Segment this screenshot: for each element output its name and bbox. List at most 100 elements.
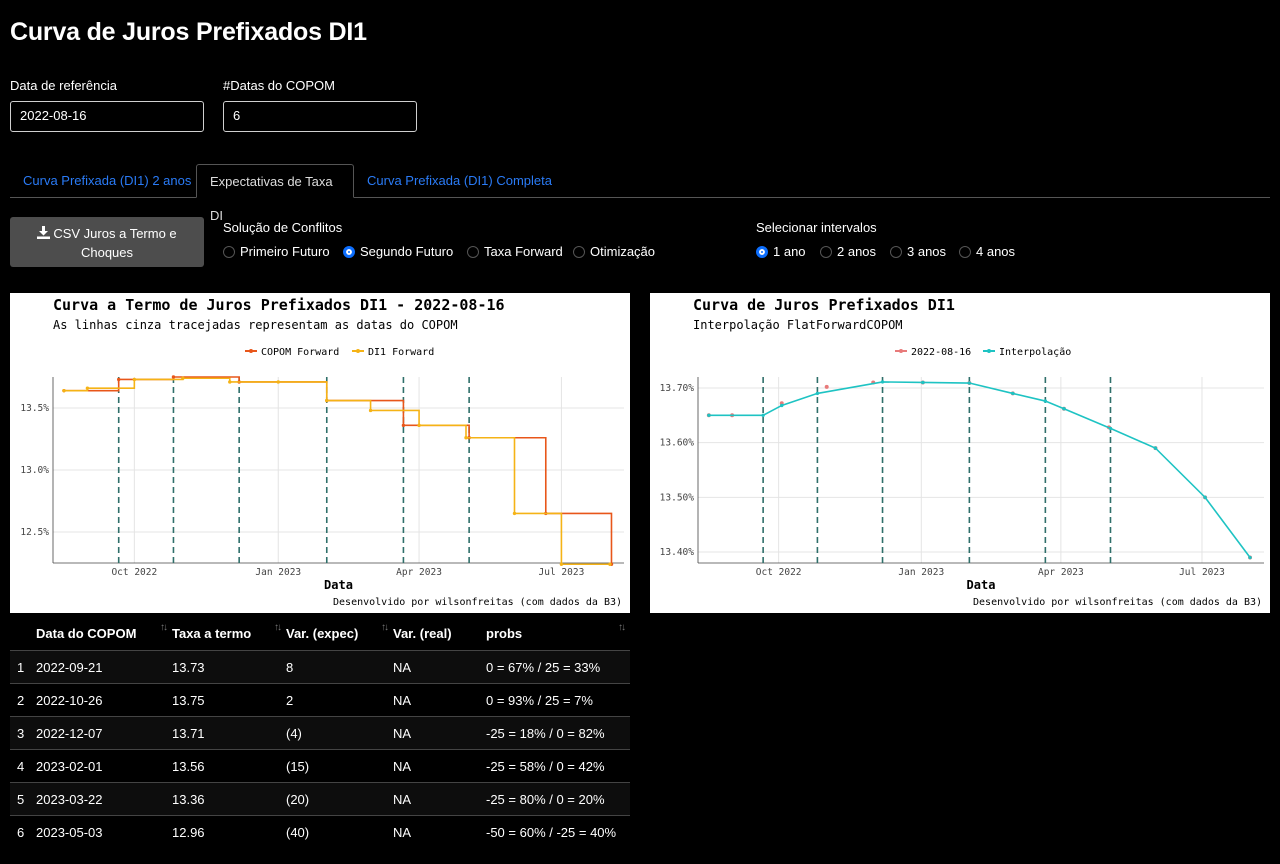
data-point bbox=[1011, 391, 1015, 396]
data-point bbox=[401, 423, 406, 428]
x-axis-label: Data bbox=[967, 578, 996, 592]
table-header-data-copom[interactable]: Data do COPOM ↑↓ bbox=[36, 622, 168, 641]
legend-label: DI1 Forward bbox=[368, 347, 434, 358]
download-csv-label: CSV Juros a Termo e Choques bbox=[53, 226, 177, 260]
data-point bbox=[608, 562, 612, 566]
radio-3-anos[interactable]: 3 anos bbox=[890, 244, 946, 260]
y-tick-label: 13.0% bbox=[20, 465, 49, 476]
table-row: 1 2022-09-21 13.73 8 NA 0 = 67% / 25 = 33% bbox=[10, 650, 630, 684]
tab-expectativas-taxa-di[interactable]: Expectativas de Taxa DI bbox=[196, 164, 354, 223]
data-point bbox=[761, 413, 765, 417]
table-cell: 13.56 bbox=[172, 749, 286, 783]
table-cell: (40) bbox=[286, 815, 393, 848]
copom-dates-label: #Datas do COPOM bbox=[223, 78, 335, 93]
conflicts-label: Solução de Conflitos bbox=[223, 220, 343, 235]
series-line bbox=[708, 381, 1251, 559]
table-cell: (15) bbox=[286, 749, 393, 783]
y-tick-label: 12.5% bbox=[20, 527, 49, 538]
table-header-var-real[interactable]: Var. (real) bbox=[393, 626, 452, 641]
data-point bbox=[780, 403, 784, 408]
y-tick-label: 13.50% bbox=[660, 492, 695, 503]
data-point bbox=[1043, 399, 1048, 403]
intervals-label: Selecionar intervalos bbox=[756, 220, 877, 235]
radio-4-anos[interactable]: 4 anos bbox=[959, 244, 1015, 260]
table-cell: NA bbox=[393, 749, 486, 783]
tab-curva-prefixada-completa[interactable]: Curva Prefixada (DI1) Completa bbox=[367, 173, 552, 188]
x-tick-label: Jul 2023 bbox=[1179, 567, 1225, 578]
table-cell: 6 bbox=[10, 815, 36, 848]
forward-curve-chart: Curva a Termo de Juros Prefixados DI1 - … bbox=[10, 293, 630, 613]
interpolation-svg: Curva de Juros Prefixados DI1 Interpolaçã… bbox=[660, 296, 1264, 608]
table-cell: (20) bbox=[286, 782, 393, 816]
x-tick-label: Jan 2023 bbox=[255, 567, 301, 578]
table-cell: (4) bbox=[286, 716, 393, 750]
legend-key-point bbox=[987, 349, 991, 353]
table-cell: NA bbox=[393, 782, 486, 816]
table-cell: NA bbox=[393, 716, 486, 750]
data-point bbox=[85, 386, 90, 390]
table-header-var-expec[interactable]: Var. (expec) ↑↓ bbox=[286, 622, 389, 641]
data-point bbox=[967, 381, 972, 385]
data-point bbox=[62, 388, 66, 393]
table-cell: 13.73 bbox=[172, 650, 286, 684]
data-point bbox=[707, 413, 711, 417]
tab-curva-prefixada-2-anos[interactable]: Curva Prefixada (DI1) 2 anos bbox=[23, 173, 192, 188]
copom-dates-input[interactable]: 6 bbox=[223, 101, 417, 132]
ref-date-input[interactable]: 2022-08-16 bbox=[10, 101, 204, 132]
radio-otimizacao[interactable]: Otimização bbox=[573, 244, 655, 260]
table-cell: 13.36 bbox=[172, 782, 286, 816]
data-point bbox=[1203, 495, 1207, 500]
table-row: 4 2023-02-01 13.56 (15) NA -25 = 58% / 0 = 42… bbox=[10, 749, 630, 783]
chart-title: Curva a Termo de Juros Prefixados DI1 - … bbox=[53, 296, 505, 314]
download-csv-button[interactable]: CSV Juros a Termo e Choques bbox=[10, 217, 204, 267]
legend-key-point bbox=[899, 349, 903, 353]
y-tick-label: 13.60% bbox=[660, 438, 695, 449]
table-header-probs[interactable]: probs ↑↓ bbox=[486, 622, 626, 641]
data-point bbox=[559, 562, 564, 566]
x-axis-label: Data bbox=[324, 578, 353, 592]
data-point bbox=[815, 391, 820, 396]
table-header-taxa-termo[interactable]: Taxa a termo ↑↓ bbox=[172, 622, 282, 641]
table-cell: -25 = 80% / 0 = 20% bbox=[486, 782, 630, 816]
table-row: 2 2022-10-26 13.75 2 NA 0 = 93% / 25 = 7% bbox=[10, 683, 630, 717]
x-tick-label: Apr 2023 bbox=[1038, 567, 1084, 578]
legend-label: 2022-08-16 bbox=[911, 347, 971, 358]
data-point bbox=[880, 380, 885, 384]
data-point bbox=[368, 408, 373, 413]
table-header-index bbox=[10, 617, 36, 651]
table-cell: 2022-10-26 bbox=[36, 683, 172, 717]
table-cell: -25 = 18% / 0 = 82% bbox=[486, 716, 630, 750]
radio-segundo-futuro[interactable]: Segundo Futuro bbox=[343, 244, 453, 260]
x-tick-label: Jan 2023 bbox=[898, 567, 944, 578]
y-tick-label: 13.70% bbox=[660, 383, 695, 394]
data-point bbox=[132, 377, 137, 382]
data-point bbox=[1108, 426, 1113, 431]
radio-primeiro-futuro[interactable]: Primeiro Futuro bbox=[223, 244, 330, 260]
forward-curve-svg: Curva a Termo de Juros Prefixados DI1 - … bbox=[20, 296, 624, 608]
table-cell: NA bbox=[393, 815, 486, 848]
x-tick-label: Oct 2022 bbox=[756, 567, 802, 578]
legend-label: Interpolação bbox=[999, 347, 1071, 358]
radio-taxa-forward[interactable]: Taxa Forward bbox=[467, 244, 563, 260]
chart-caption: Desenvolvido por wilsonfreitas (com dado… bbox=[333, 597, 622, 608]
table-cell: -50 = 60% / -25 = 40% bbox=[486, 815, 630, 848]
page-title: Curva de Juros Prefixados DI1 bbox=[10, 18, 367, 46]
table-cell: 13.75 bbox=[172, 683, 286, 717]
tabs-divider bbox=[10, 197, 1270, 198]
data-point bbox=[1062, 407, 1066, 411]
chart-title: Curva de Juros Prefixados DI1 bbox=[693, 296, 955, 314]
table-cell: 2023-05-03 bbox=[36, 815, 172, 848]
data-point bbox=[171, 375, 176, 379]
radio-1-ano[interactable]: 1 ano bbox=[756, 244, 806, 260]
data-point bbox=[464, 436, 468, 440]
table-cell: 8 bbox=[286, 650, 393, 684]
table-cell: NA bbox=[393, 683, 486, 717]
y-tick-label: 13.40% bbox=[660, 547, 695, 558]
data-point bbox=[1248, 555, 1252, 560]
legend-label: COPOM Forward bbox=[261, 347, 339, 358]
radio-2-anos[interactable]: 2 anos bbox=[820, 244, 876, 260]
x-tick-label: Apr 2023 bbox=[396, 567, 442, 578]
chart-subtitle: As linhas cinza tracejadas representam a… bbox=[53, 318, 458, 332]
data-point bbox=[417, 423, 421, 428]
table-cell: 13.71 bbox=[172, 716, 286, 750]
